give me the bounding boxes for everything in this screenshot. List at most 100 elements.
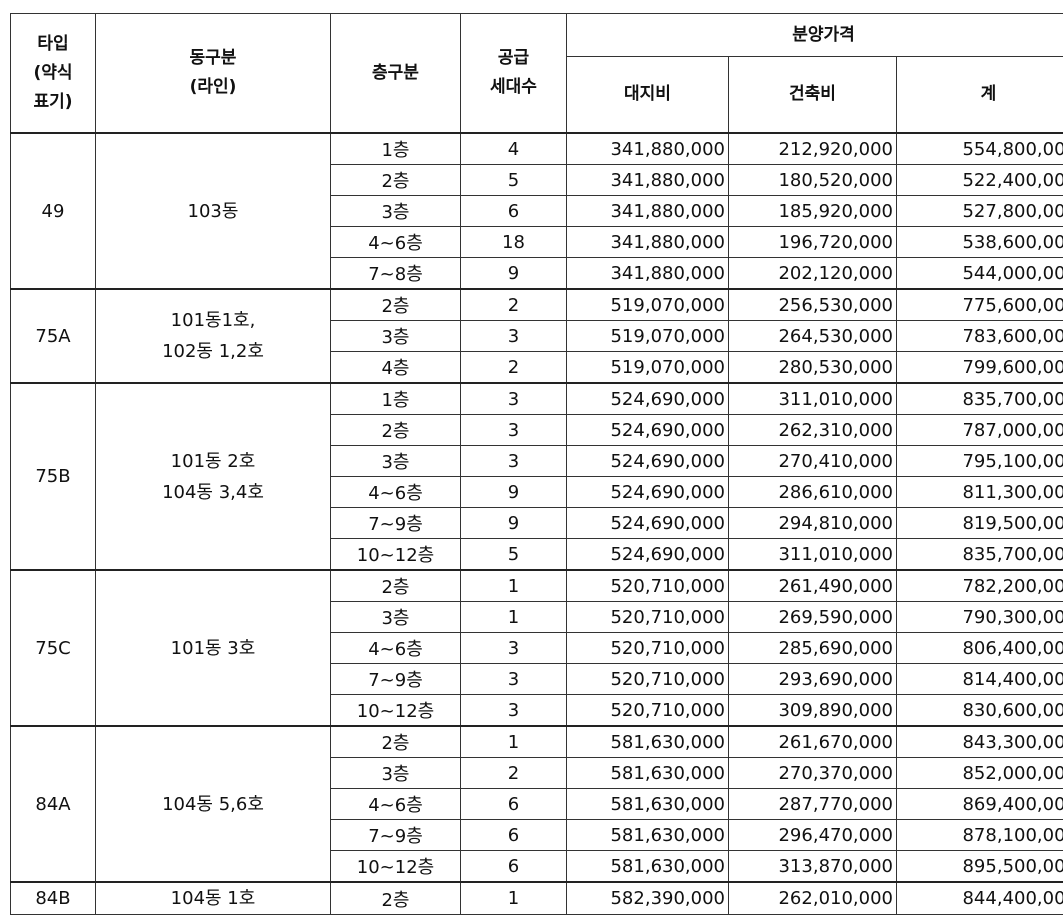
building-cell: 104동 1호 xyxy=(95,881,331,915)
floor-cell: 2층 xyxy=(330,414,461,446)
units-cell: 6 xyxy=(460,819,567,851)
construction-price-cell: 286,610,000 xyxy=(728,476,897,508)
type-cell: 84A xyxy=(10,725,96,883)
units-cell: 5 xyxy=(460,538,567,571)
construction-price-cell: 270,370,000 xyxy=(728,757,897,789)
land-price-cell: 524,690,000 xyxy=(566,382,729,415)
floor-cell: 4~6층 xyxy=(330,226,461,258)
type-cell: 75B xyxy=(10,382,96,571)
floor-cell: 7~8층 xyxy=(330,257,461,290)
header-floor: 층구분 xyxy=(330,13,461,134)
total-price-cell: 783,600,000 xyxy=(896,320,1063,352)
units-cell: 18 xyxy=(460,226,567,258)
land-price-cell: 524,690,000 xyxy=(566,414,729,446)
building-cell: 103동 xyxy=(95,132,331,290)
table-row: 49 103동 1층 4 341,880,000 212,920,000 554,800,0… xyxy=(10,132,1063,290)
total-price-cell: 775,600,000 xyxy=(896,288,1063,321)
land-price-cell: 581,630,000 xyxy=(566,725,729,758)
header-type-line: (약식 xyxy=(33,62,73,83)
construction-price-cell: 287,770,000 xyxy=(728,788,897,820)
floor-cell: 4~6층 xyxy=(330,476,461,508)
total-price-cell: 790,300,000 xyxy=(896,601,1063,633)
total-price-cell: 852,000,000 xyxy=(896,757,1063,789)
construction-price-cell: 269,590,000 xyxy=(728,601,897,633)
units-cell: 2 xyxy=(460,351,567,384)
type-cell: 49 xyxy=(10,132,96,290)
units-cell: 9 xyxy=(460,257,567,290)
construction-price-cell: 256,530,000 xyxy=(728,288,897,321)
floor-cell: 3층 xyxy=(330,320,461,352)
floor-cell: 10~12층 xyxy=(330,538,461,571)
construction-price-cell: 280,530,000 xyxy=(728,351,897,384)
total-price-cell: 830,600,000 xyxy=(896,694,1063,727)
total-price-cell: 878,100,000 xyxy=(896,819,1063,851)
table-body: 49 103동 1층 4 341,880,000 212,920,000 554,800,0… xyxy=(10,132,1063,915)
table-row: 75B 101동 2호 104동 3,4호 1층 3 524,690,000 311,010… xyxy=(10,382,1063,571)
land-price-cell: 519,070,000 xyxy=(566,320,729,352)
construction-price-cell: 185,920,000 xyxy=(728,195,897,227)
floor-cell: 2층 xyxy=(330,725,461,758)
total-price-cell: 538,600,000 xyxy=(896,226,1063,258)
header-construction: 건축비 xyxy=(728,56,897,134)
units-cell: 3 xyxy=(460,382,567,415)
construction-price-cell: 270,410,000 xyxy=(728,445,897,477)
building-line: 101동 2호 xyxy=(170,450,256,472)
header-units-line: 세대수 xyxy=(490,77,537,97)
units-cell: 1 xyxy=(460,601,567,633)
construction-price-cell: 285,690,000 xyxy=(728,632,897,664)
units-cell: 3 xyxy=(460,663,567,695)
building-cell: 104동 5,6호 xyxy=(95,725,331,883)
units-cell: 5 xyxy=(460,164,567,196)
land-price-cell: 581,630,000 xyxy=(566,757,729,789)
building-cell: 101동 3호 xyxy=(95,569,331,727)
floor-cell: 2층 xyxy=(330,288,461,321)
construction-price-cell: 262,010,000 xyxy=(728,881,897,915)
floor-cell: 7~9층 xyxy=(330,507,461,539)
type-cell: 84B xyxy=(10,881,96,915)
units-cell: 9 xyxy=(460,476,567,508)
building-line: 104동 1호 xyxy=(170,888,256,909)
land-price-cell: 519,070,000 xyxy=(566,288,729,321)
building-line: 104동 5,6호 xyxy=(162,793,264,815)
header-type-line: 표기) xyxy=(33,91,73,112)
land-price-cell: 520,710,000 xyxy=(566,694,729,727)
table-row: 84A 104동 5,6호 2층 1 581,630,000 261,670,000 843… xyxy=(10,725,1063,883)
floor-cell: 1층 xyxy=(330,382,461,415)
construction-price-cell: 262,310,000 xyxy=(728,414,897,446)
land-price-cell: 524,690,000 xyxy=(566,538,729,571)
land-price-cell: 520,710,000 xyxy=(566,601,729,633)
building-cell: 101동1호, 102동 1,2호 xyxy=(95,288,331,384)
units-cell: 1 xyxy=(460,725,567,758)
total-price-cell: 895,500,000 xyxy=(896,850,1063,883)
building-cell: 101동 2호 104동 3,4호 xyxy=(95,382,331,571)
total-price-cell: 814,400,000 xyxy=(896,663,1063,695)
header-price-group: 분양가격 xyxy=(566,13,1063,57)
land-price-cell: 341,880,000 xyxy=(566,164,729,196)
units-cell: 1 xyxy=(460,569,567,602)
units-cell: 3 xyxy=(460,445,567,477)
header-building: 동구분 (라인) xyxy=(95,13,331,134)
land-price-cell: 524,690,000 xyxy=(566,507,729,539)
units-cell: 6 xyxy=(460,788,567,820)
construction-price-cell: 311,010,000 xyxy=(728,538,897,571)
header-total: 계 xyxy=(896,56,1063,134)
construction-price-cell: 309,890,000 xyxy=(728,694,897,727)
land-price-cell: 582,390,000 xyxy=(566,881,729,915)
price-table: 타입 (약식 표기) 동구분 (라인) 층구분 공급 세대수 분양가격 대지비 … xyxy=(10,13,1063,915)
table-row: 75C 101동 3호 2층 1 520,710,000 261,490,000 782,2… xyxy=(10,569,1063,727)
construction-price-cell: 180,520,000 xyxy=(728,164,897,196)
construction-price-cell: 202,120,000 xyxy=(728,257,897,290)
total-price-cell: 806,400,000 xyxy=(896,632,1063,664)
construction-price-cell: 264,530,000 xyxy=(728,320,897,352)
land-price-cell: 341,880,000 xyxy=(566,226,729,258)
floor-cell: 3층 xyxy=(330,757,461,789)
floor-cell: 4층 xyxy=(330,351,461,384)
